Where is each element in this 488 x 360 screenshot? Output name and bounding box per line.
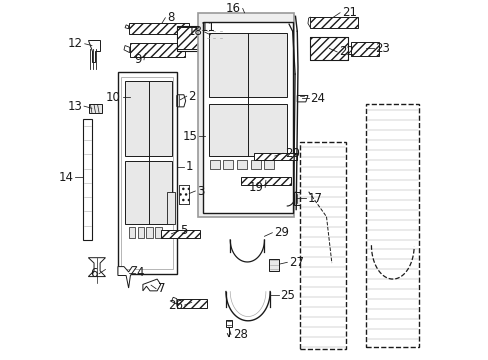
Bar <box>166 192 175 224</box>
Bar <box>241 177 290 185</box>
Bar <box>146 228 153 238</box>
Bar <box>237 159 246 168</box>
Bar <box>118 72 176 274</box>
Text: 21: 21 <box>341 6 356 19</box>
Bar <box>254 153 297 160</box>
Polygon shape <box>176 26 208 51</box>
Bar <box>176 299 206 307</box>
Polygon shape <box>125 25 128 29</box>
Bar <box>264 159 274 168</box>
Bar <box>128 228 135 238</box>
Text: 22: 22 <box>338 45 353 58</box>
Polygon shape <box>118 267 137 288</box>
Text: 27: 27 <box>288 256 304 269</box>
Polygon shape <box>88 258 105 276</box>
Bar <box>208 33 286 97</box>
Text: 23: 23 <box>375 42 389 55</box>
Bar <box>128 23 189 34</box>
Polygon shape <box>297 95 307 102</box>
Bar <box>208 104 286 156</box>
Bar <box>137 228 143 238</box>
Bar <box>179 185 189 204</box>
Bar <box>211 30 216 40</box>
Text: 15: 15 <box>182 130 197 143</box>
Bar <box>179 185 189 204</box>
Bar <box>161 230 200 238</box>
Bar <box>351 42 379 55</box>
Text: 4: 4 <box>136 266 143 279</box>
Text: 7: 7 <box>158 282 165 295</box>
Polygon shape <box>225 320 231 327</box>
Bar <box>250 159 260 168</box>
Polygon shape <box>119 91 125 95</box>
Bar <box>155 228 162 238</box>
Bar <box>121 77 173 269</box>
Bar <box>365 104 418 347</box>
Text: 14: 14 <box>58 171 73 184</box>
Text: 17: 17 <box>307 192 322 204</box>
Text: 9: 9 <box>134 53 142 66</box>
Bar <box>119 94 157 102</box>
Polygon shape <box>83 119 92 240</box>
Bar <box>203 22 292 213</box>
Bar <box>205 30 210 40</box>
Polygon shape <box>142 279 161 291</box>
Text: 5: 5 <box>180 224 187 238</box>
Polygon shape <box>124 46 129 53</box>
Bar <box>299 142 346 348</box>
Bar <box>268 259 279 271</box>
Bar <box>125 161 172 224</box>
Bar <box>310 17 357 28</box>
Bar <box>209 159 220 168</box>
Text: 6: 6 <box>90 267 97 280</box>
Text: 16: 16 <box>225 2 241 15</box>
Bar <box>177 27 208 49</box>
Text: 18: 18 <box>187 26 203 39</box>
Text: 3: 3 <box>197 185 204 198</box>
Text: 26: 26 <box>167 298 183 312</box>
Polygon shape <box>307 17 310 28</box>
Text: 28: 28 <box>232 328 247 341</box>
Text: 20: 20 <box>284 147 299 160</box>
Bar <box>218 30 223 40</box>
Bar <box>310 37 347 60</box>
Text: 2: 2 <box>188 90 196 103</box>
Text: 12: 12 <box>68 37 83 50</box>
Text: 25: 25 <box>280 289 295 302</box>
Polygon shape <box>89 104 102 113</box>
Polygon shape <box>175 95 185 107</box>
Bar <box>125 81 172 156</box>
Text: 1: 1 <box>185 160 193 173</box>
Polygon shape <box>88 40 100 62</box>
Bar <box>129 43 184 57</box>
Text: 24: 24 <box>310 92 325 105</box>
Polygon shape <box>171 297 176 304</box>
Text: 10: 10 <box>106 91 121 104</box>
Bar <box>198 13 294 217</box>
Text: 8: 8 <box>167 11 174 24</box>
Bar <box>293 192 303 205</box>
Text: 13: 13 <box>67 100 82 113</box>
Text: 19: 19 <box>248 181 263 194</box>
Text: 11: 11 <box>200 21 215 33</box>
Text: 29: 29 <box>274 226 288 239</box>
Bar <box>223 159 233 168</box>
Bar <box>310 37 347 60</box>
